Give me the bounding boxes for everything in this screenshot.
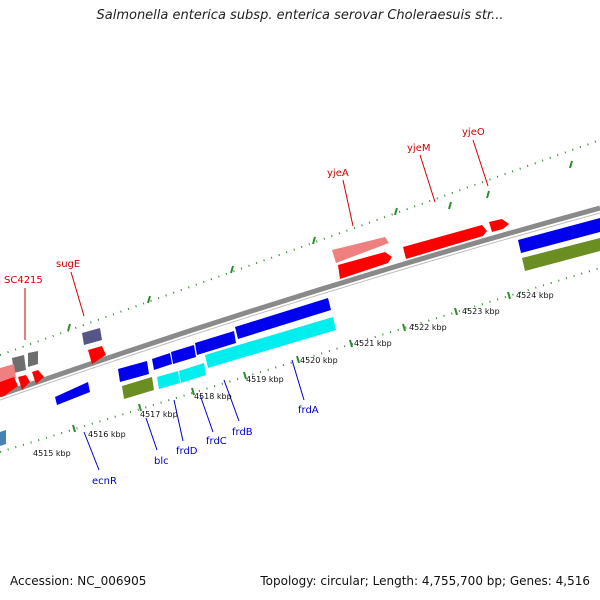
gene-label-yjeO[interactable]: yjeO xyxy=(462,127,485,138)
gene-frdB xyxy=(195,331,236,355)
gene-label-frdD[interactable]: frdD xyxy=(176,446,198,457)
gene-yjeM xyxy=(403,225,487,259)
forward-label-leaders xyxy=(24,139,489,340)
tick-label: 4518 kbp xyxy=(194,392,232,401)
gene-frdD xyxy=(152,353,172,370)
gene-label-blc[interactable]: blc xyxy=(154,456,169,467)
genome-summary-text: Topology: circular; Length: 4,755,700 bp… xyxy=(260,574,590,588)
tick-label: 4521 kbp xyxy=(354,339,392,348)
gene-grey-2 xyxy=(28,351,38,367)
gene-blc xyxy=(118,361,149,382)
gene-label-yjeA[interactable]: yjeA xyxy=(327,168,349,179)
accession-text: Accession: NC_006905 xyxy=(10,574,147,588)
gene-right-blue xyxy=(518,218,600,253)
tick-label: 4522 kbp xyxy=(409,323,447,332)
gene-SC4215-grey xyxy=(12,355,26,373)
gene-left-red-3 xyxy=(18,375,30,390)
gene-right-olive xyxy=(522,238,600,271)
reverse-label-leaders xyxy=(83,359,305,471)
tick-track-inner xyxy=(0,267,600,453)
tick-track-outer xyxy=(0,139,600,356)
tick-label: 4516 kbp xyxy=(88,430,126,439)
gene-left-red-2 xyxy=(0,377,18,397)
gene-left-bottom-blue xyxy=(0,430,6,446)
gene-frdA-cyan xyxy=(205,317,336,368)
gene-sugE-purple xyxy=(82,328,102,345)
gene-frdB-cyan xyxy=(179,363,206,383)
forward-genes xyxy=(0,219,509,397)
gene-left-red-4 xyxy=(32,370,44,384)
gene-label-ecnR[interactable]: ecnR xyxy=(92,476,117,487)
gene-label-frdC[interactable]: frdC xyxy=(206,436,227,447)
gene-label-frdB[interactable]: frdB xyxy=(232,427,253,438)
gene-frdA xyxy=(235,298,331,339)
inner-major-ticks xyxy=(72,291,511,433)
gene-blc-olive xyxy=(122,377,154,399)
backbone-lower xyxy=(0,212,600,401)
gene-label-sugE[interactable]: sugE xyxy=(56,259,80,270)
gene-yjeO xyxy=(489,219,509,232)
gene-label-yjeM[interactable]: yjeM xyxy=(407,143,430,154)
tick-label: 4519 kbp xyxy=(246,375,284,384)
gene-left-red-1 xyxy=(0,364,16,382)
tick-label: 4517 kbp xyxy=(140,410,178,419)
genome-title: Salmonella enterica subsp. enterica sero… xyxy=(96,8,504,23)
reverse-genes xyxy=(0,218,600,446)
tick-label: 4524 kbp xyxy=(516,291,554,300)
gene-label-SC4215[interactable]: SC4215 xyxy=(4,275,43,286)
gene-yjeA-light xyxy=(332,237,389,263)
gene-yjeA xyxy=(338,252,392,279)
backbone-upper xyxy=(0,205,600,398)
tick-label: 4515 kbp xyxy=(33,449,71,458)
tick-label: 4523 kbp xyxy=(462,307,500,316)
gene-frdC xyxy=(171,345,196,364)
outer-major-ticks xyxy=(67,160,573,332)
gene-label-frdA[interactable]: frdA xyxy=(298,405,319,416)
gene-sugE xyxy=(88,346,106,364)
tick-label: 4520 kbp xyxy=(300,356,338,365)
gene-frdD-cyan xyxy=(157,371,180,389)
gene-ecnR xyxy=(55,382,90,405)
